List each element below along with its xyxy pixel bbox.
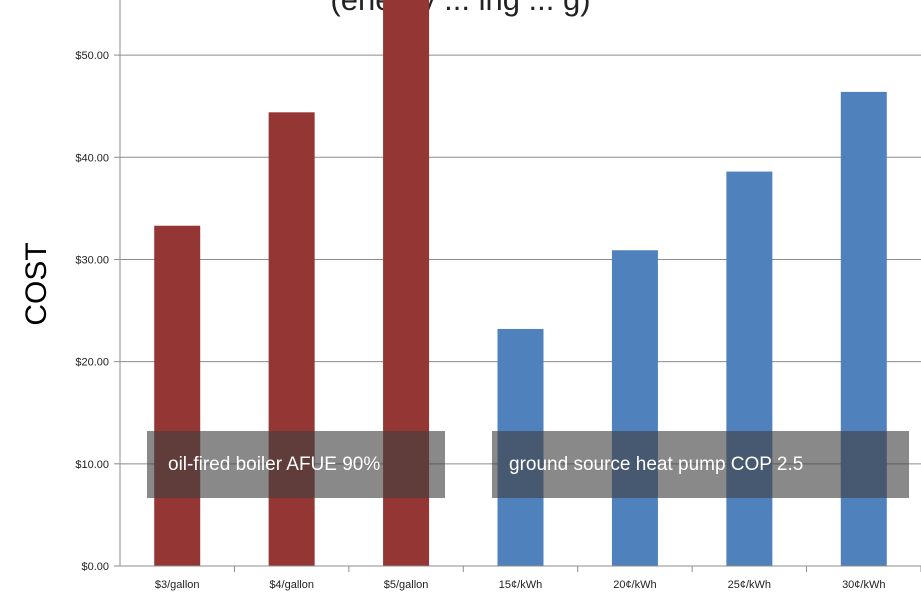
bar (154, 225, 201, 566)
y-tick-label: $10.00 (75, 459, 109, 471)
x-tick-label: 30¢/kWh (842, 579, 885, 591)
annotation-box (147, 431, 445, 498)
x-tick-label: $5/gallon (384, 579, 429, 591)
y-tick-label: $20.00 (75, 357, 109, 369)
x-tick-label: $4/gallon (269, 579, 314, 591)
bar (611, 250, 658, 566)
x-tick-label: 15¢/kWh (499, 579, 542, 591)
bar (726, 171, 773, 566)
y-tick-label: $0.00 (81, 561, 109, 573)
x-tick-label: 20¢/kWh (613, 579, 656, 591)
y-axis-label: COST (20, 242, 53, 325)
x-tick-label: $3/gallon (155, 579, 200, 591)
y-tick-label: $50.00 (75, 50, 109, 62)
x-tick-label: 25¢/kWh (728, 579, 771, 591)
y-tick-label: $40.00 (75, 152, 109, 164)
annotation-label: oil-fired boiler AFUE 90% (168, 454, 380, 475)
annotation-label: ground source heat pump COP 2.5 (509, 454, 803, 475)
y-tick-label: $30.00 (75, 254, 109, 266)
annotation-box (492, 431, 909, 498)
